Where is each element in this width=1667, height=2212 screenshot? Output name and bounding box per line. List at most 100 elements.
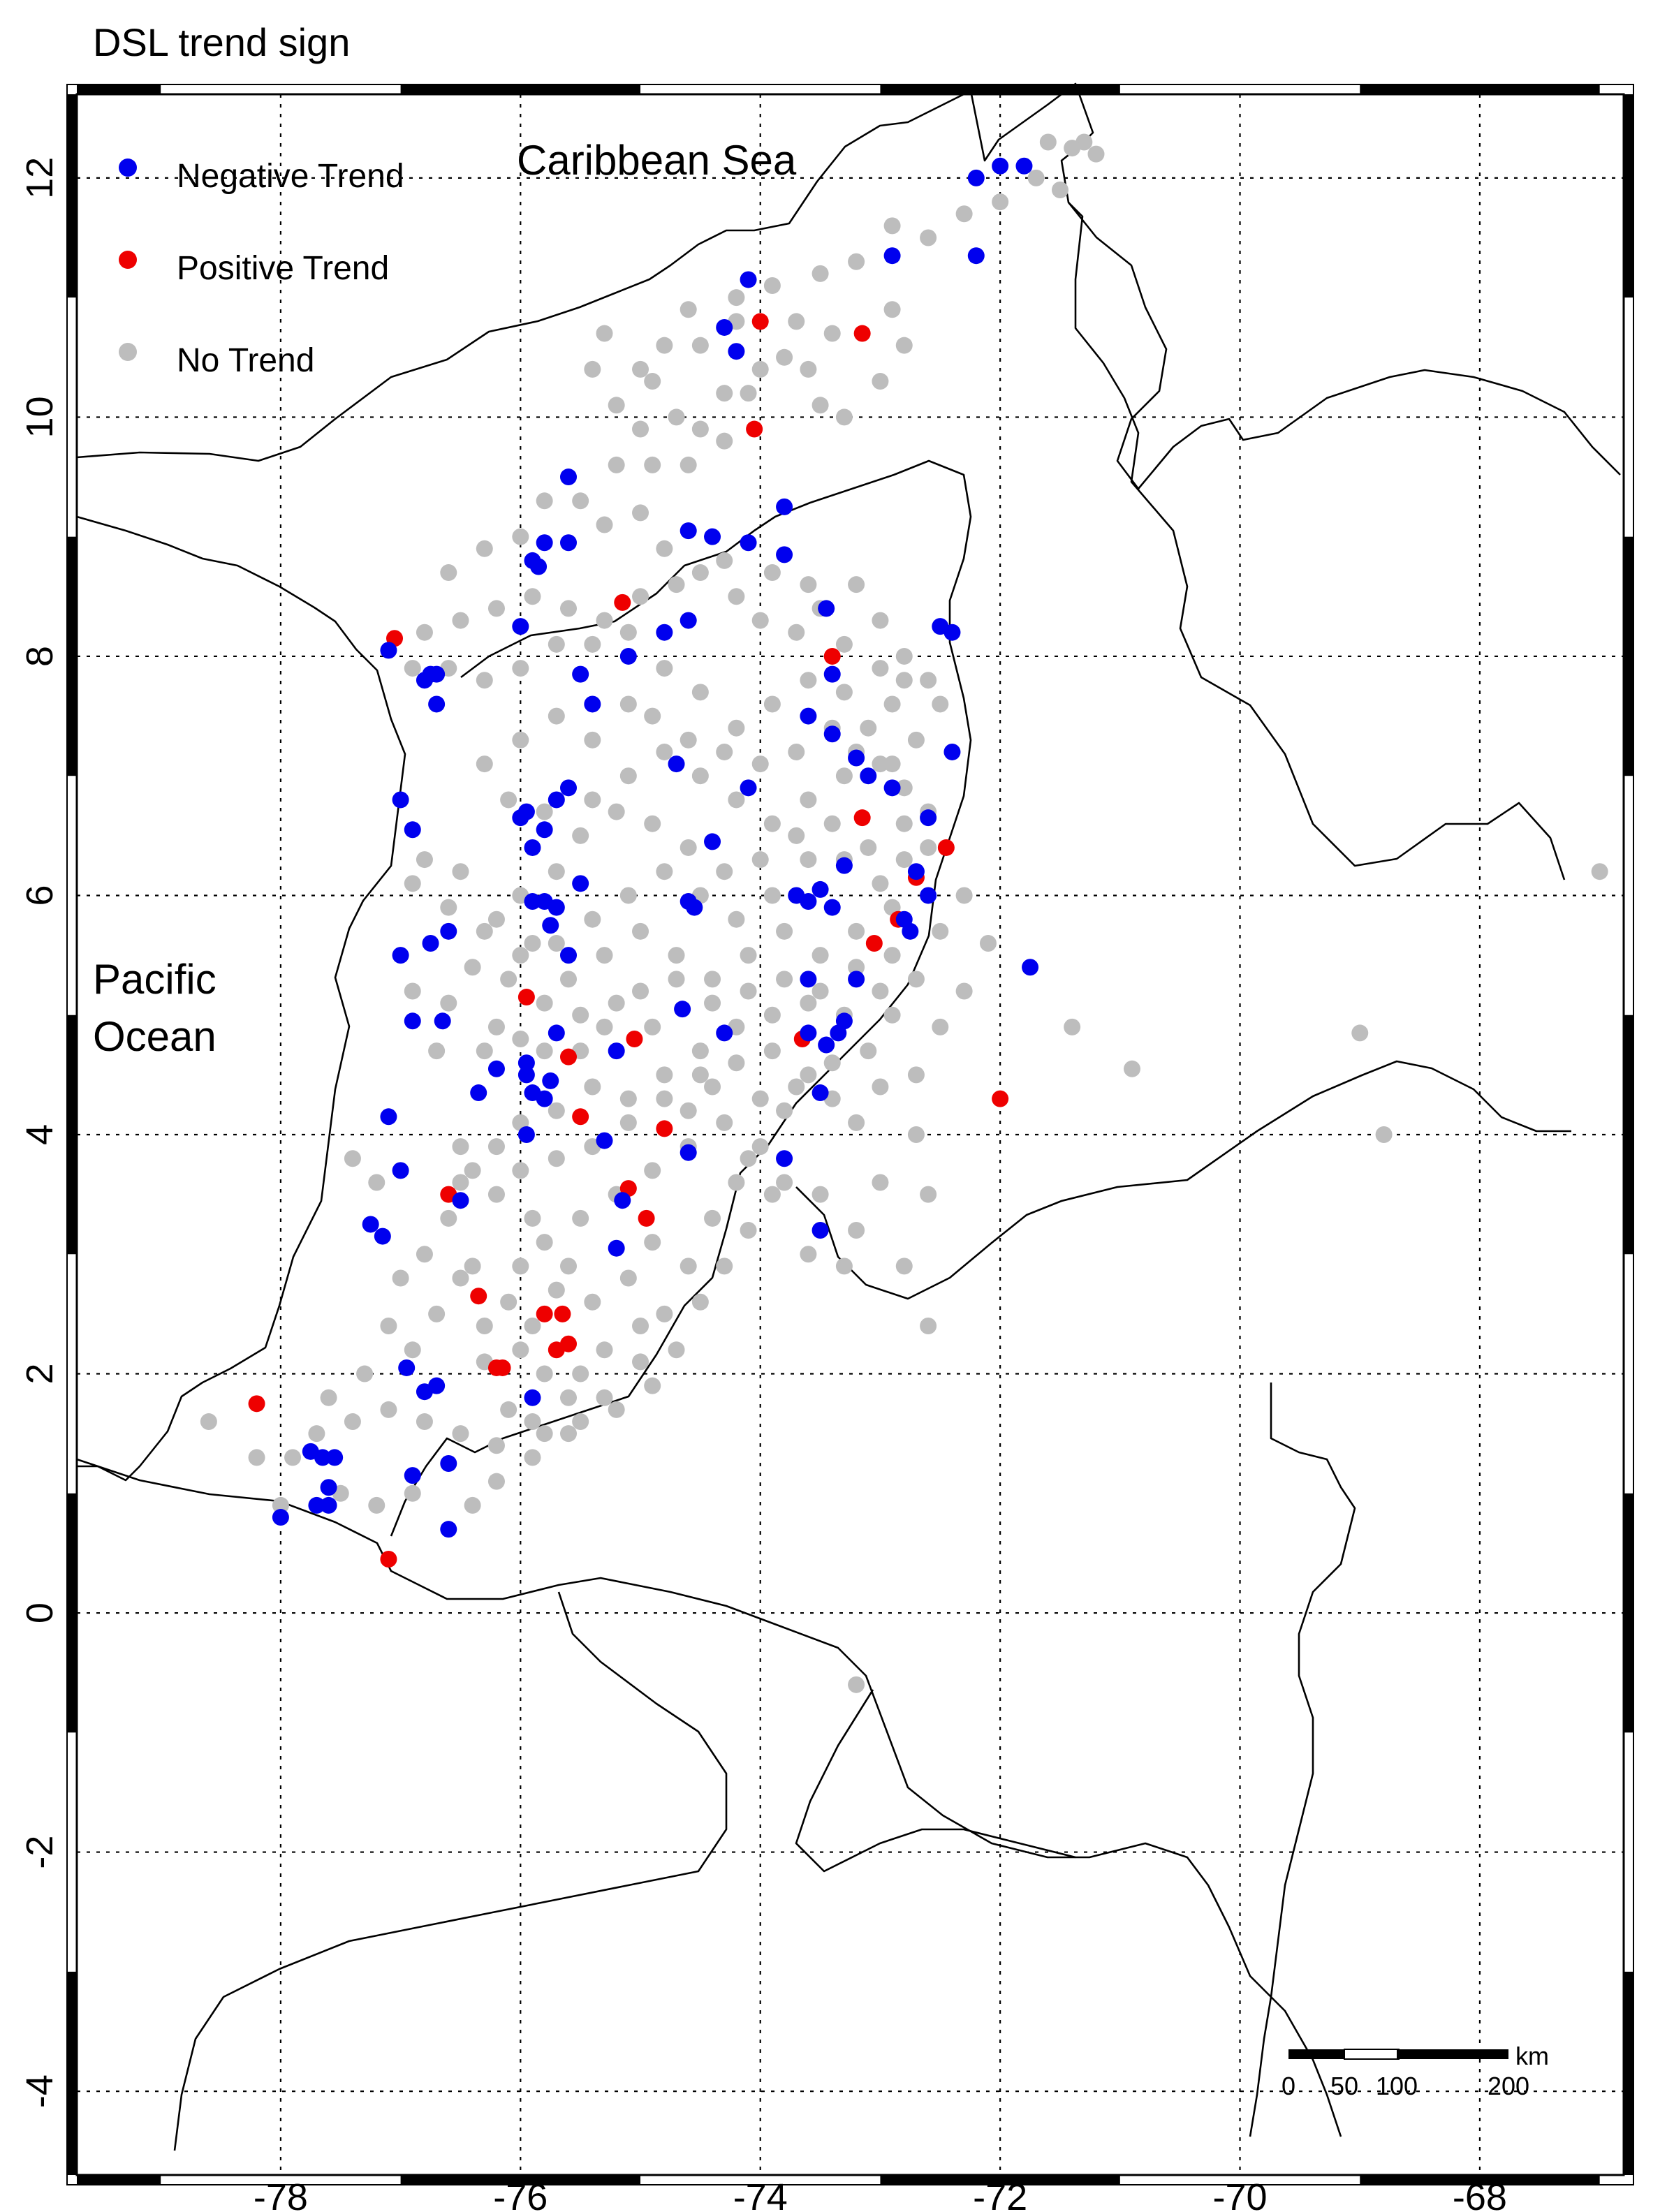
no-trend-point	[380, 1318, 397, 1335]
x-tick-label: -78	[254, 2176, 308, 2212]
no-trend-point	[596, 1389, 613, 1406]
no-trend-point	[1039, 133, 1057, 151]
no-trend-point	[452, 863, 469, 880]
no-trend-point	[512, 731, 529, 749]
negative-trend-point	[308, 1496, 325, 1514]
no-trend-point	[548, 934, 565, 952]
no-trend-point	[691, 684, 709, 701]
no-trend-point	[704, 1078, 721, 1096]
map-body	[76, 82, 1624, 2175]
no-trend-point	[512, 660, 529, 677]
no-trend-point	[644, 815, 661, 832]
no-trend-point	[740, 385, 757, 402]
no-trend-point	[452, 1269, 469, 1287]
frame-band-right	[1624, 536, 1633, 776]
no-trend-point	[895, 672, 913, 689]
negative-trend-point	[823, 665, 841, 683]
no-trend-point	[955, 982, 973, 1000]
legend-label-positive: Positive Trend	[177, 250, 389, 287]
no-trend-point	[656, 743, 673, 760]
no-trend-point	[740, 947, 757, 964]
no-trend-point	[883, 755, 901, 773]
no-trend-point	[835, 684, 853, 701]
no-trend-point	[920, 1318, 937, 1335]
y-tick-label: 6	[19, 885, 61, 906]
no-trend-point	[536, 803, 553, 820]
negative-trend-point	[572, 875, 589, 892]
negative-trend-point	[416, 1383, 433, 1401]
amazon-border	[795, 1689, 1076, 1873]
no-trend-point	[512, 947, 529, 964]
no-trend-point	[632, 922, 649, 940]
no-trend-point	[812, 982, 829, 1000]
no-trend-point	[404, 1341, 421, 1359]
no-trend-point	[800, 1066, 817, 1084]
no-trend-point	[955, 205, 973, 223]
frame-band-bottom	[1360, 2175, 1600, 2185]
legend-marker-positive	[119, 251, 137, 269]
frame-band-top	[1360, 84, 1600, 94]
no-trend-point	[572, 1413, 589, 1431]
positive-trend-point	[992, 1090, 1009, 1107]
negative-trend-point	[404, 1467, 421, 1484]
frame-band-bottom	[77, 2175, 161, 2185]
positive-trend-point	[751, 313, 769, 330]
pacific-label-line1: Pacific	[93, 956, 216, 1003]
no-trend-point	[763, 1042, 781, 1060]
no-trend-point	[848, 1676, 865, 1693]
positive-trend-point	[554, 1305, 571, 1322]
positive-trend-point	[853, 325, 871, 342]
positive-trend-point	[626, 1030, 643, 1047]
no-trend-point	[691, 337, 709, 354]
no-trend-point	[500, 1401, 517, 1418]
no-trend-point	[500, 1293, 517, 1311]
coastlines	[76, 82, 1621, 2151]
no-trend-point	[200, 1413, 217, 1431]
no-trend-point	[428, 1305, 446, 1322]
no-trend-point	[680, 301, 697, 318]
map-title: DSL trend sign	[93, 20, 350, 64]
no-trend-point	[644, 1018, 661, 1035]
no-trend-point	[608, 397, 625, 414]
no-trend-point	[272, 1496, 289, 1514]
no-trend-point	[632, 1353, 649, 1371]
no-trend-point	[716, 552, 733, 569]
no-trend-point	[440, 994, 457, 1012]
no-trend-point	[524, 1209, 541, 1227]
no-trend-point	[608, 456, 625, 473]
no-trend-point	[608, 994, 625, 1012]
x-tick-label: -74	[733, 2176, 788, 2212]
no-trend-point	[440, 564, 457, 582]
frame-band-left	[67, 1971, 77, 2175]
map-frame	[66, 84, 1634, 2185]
negative-trend-point	[740, 779, 757, 797]
no-trend-point	[536, 492, 553, 510]
no-trend-point	[619, 767, 637, 785]
no-trend-point	[680, 1258, 697, 1275]
no-trend-point	[644, 1377, 661, 1394]
negative-trend-point	[440, 922, 457, 940]
negative-trend-point	[812, 880, 829, 898]
no-trend-point	[632, 982, 649, 1000]
negative-trend-point	[404, 821, 421, 839]
no-trend-point	[584, 635, 601, 653]
no-trend-point	[487, 600, 505, 617]
no-trend-point	[619, 695, 637, 713]
no-trend-point	[907, 971, 925, 988]
no-trend-point	[895, 647, 913, 665]
y-tick-label: 4	[19, 1124, 61, 1145]
southeast-border	[1249, 1382, 1356, 2137]
no-trend-point	[872, 982, 889, 1000]
negative-trend-point	[800, 971, 817, 988]
no-trend-point	[800, 360, 817, 378]
axis-tick-labels: -78 -76 -74 -72 -70 -68 12 10 8 6 4 2 0 -2 -4	[19, 157, 1507, 2212]
no-trend-point	[680, 456, 697, 473]
no-trend-point	[932, 695, 949, 713]
no-trend-point	[428, 1042, 446, 1060]
negative-trend-point	[835, 857, 853, 874]
no-trend-point	[776, 1174, 793, 1191]
no-trend-point	[656, 863, 673, 880]
no-trend-point	[619, 1090, 637, 1107]
no-trend-point	[680, 731, 697, 749]
